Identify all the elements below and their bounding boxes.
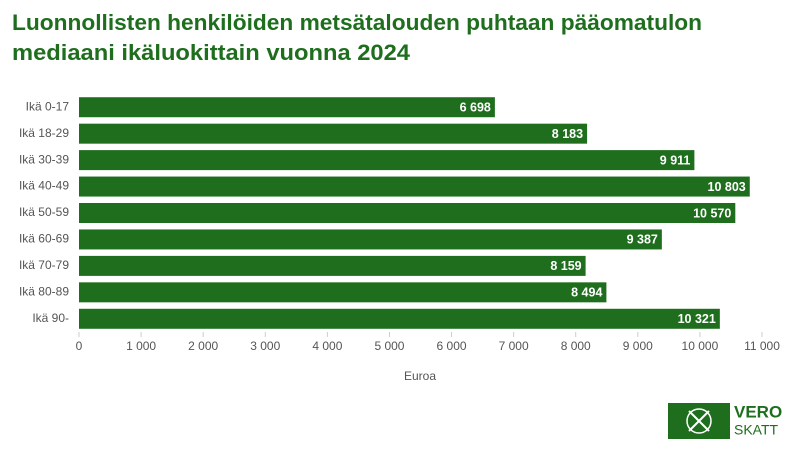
bar	[79, 282, 607, 303]
x-tick-label: 11 000	[744, 339, 780, 353]
x-tick-label: 6 000	[437, 339, 467, 353]
value-label: 10 570	[693, 206, 731, 220]
logo-icon-cross	[688, 410, 710, 432]
x-tick-label: 2 000	[188, 339, 218, 353]
x-axis-label: Euroa	[404, 369, 436, 383]
y-tick-label: Ikä 18-29	[19, 126, 69, 140]
bar	[79, 308, 720, 329]
x-tick-label: 8 000	[561, 339, 591, 353]
value-label: 9 387	[627, 233, 658, 247]
x-tick-label: 5 000	[374, 339, 404, 353]
bar	[79, 176, 750, 197]
y-tick-label: Ikä 50-59	[19, 205, 69, 219]
value-label: 8 159	[550, 259, 581, 273]
bar	[79, 123, 588, 144]
bar	[79, 203, 736, 223]
x-tick-label: 10 000	[682, 339, 719, 353]
chart-title: mediaani ikäluokittain vuonna 2024	[12, 40, 411, 65]
x-tick-label: 7 000	[499, 339, 529, 353]
x-tick-label: 3 000	[250, 339, 280, 353]
x-tick-label: 4 000	[312, 339, 342, 353]
y-tick-label: Ikä 80-89	[19, 285, 69, 299]
y-tick-label: Ikä 70-79	[19, 258, 69, 272]
bar	[79, 255, 586, 276]
value-label: 8 183	[552, 127, 583, 141]
logo: VERO SKATT	[668, 402, 782, 439]
bar	[79, 229, 662, 250]
value-label: 8 494	[571, 286, 602, 300]
chart-title: Luonnollisten henkilöiden metsätalouden …	[12, 10, 702, 35]
y-tick-label: Ikä 90-	[32, 311, 69, 325]
bar	[79, 150, 695, 171]
y-tick-label: Ikä 0-17	[26, 99, 70, 113]
logo-text: SKATT	[734, 422, 779, 438]
logo-icon-ring	[686, 408, 712, 434]
x-tick-label: 0	[76, 339, 83, 353]
y-tick-label: Ikä 40-49	[19, 179, 69, 193]
y-tick-label: Ikä 60-69	[19, 232, 69, 246]
value-label: 6 698	[460, 101, 491, 115]
logo-text: VERO	[734, 402, 782, 421]
bar	[79, 97, 495, 118]
value-label: 9 911	[660, 153, 691, 167]
x-tick-label: 9 000	[623, 339, 653, 353]
y-tick-label: Ikä 30-39	[19, 152, 69, 166]
value-label: 10 803	[708, 180, 746, 194]
value-label: 10 321	[678, 312, 716, 326]
x-tick-label: 1 000	[126, 339, 156, 353]
